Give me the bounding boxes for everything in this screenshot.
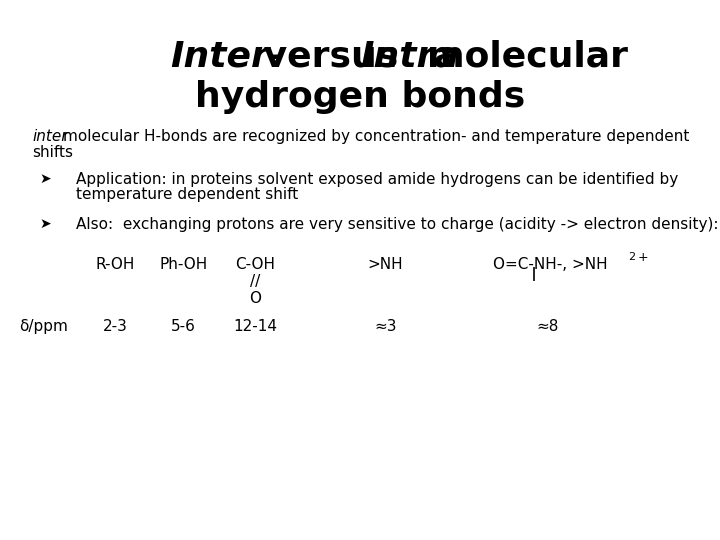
Text: ➤: ➤ <box>40 172 51 186</box>
Text: ≈8: ≈8 <box>536 319 559 334</box>
Text: hydrogen bonds: hydrogen bonds <box>195 80 525 114</box>
Text: δ/ppm: δ/ppm <box>19 319 68 334</box>
Text: >NH: >NH <box>367 257 403 272</box>
Text: C-OH: C-OH <box>235 257 276 272</box>
Text: molecular H-bonds are recognized by concentration- and temperature dependent: molecular H-bonds are recognized by conc… <box>63 129 689 144</box>
Text: Ph-OH: Ph-OH <box>159 257 208 272</box>
Text: ➤: ➤ <box>40 217 51 231</box>
Text: Also:  exchanging protons are very sensitive to charge (acidity -> electron dens: Also: exchanging protons are very sensit… <box>76 217 718 232</box>
Text: Intra: Intra <box>360 40 459 73</box>
Text: 2-3: 2-3 <box>103 319 127 334</box>
Text: inter: inter <box>32 129 68 144</box>
Text: molecular: molecular <box>427 40 629 73</box>
Text: O=C-NH-, >NH: O=C-NH-, >NH <box>493 257 608 272</box>
Text: shifts: shifts <box>32 145 73 160</box>
Text: 2: 2 <box>628 252 635 262</box>
Text: 12-14: 12-14 <box>233 319 278 334</box>
Text: versus: versus <box>251 40 411 73</box>
Text: ≈3: ≈3 <box>374 319 397 334</box>
Text: 5-6: 5-6 <box>171 319 196 334</box>
Text: +: + <box>637 251 648 264</box>
Text: R-OH: R-OH <box>96 257 135 272</box>
Text: temperature dependent shift: temperature dependent shift <box>76 187 298 202</box>
Text: Inter-: Inter- <box>171 40 284 73</box>
Text: Application: in proteins solvent exposed amide hydrogens can be identified by: Application: in proteins solvent exposed… <box>76 172 678 187</box>
Text: //: // <box>251 274 261 289</box>
Text: O: O <box>250 291 261 306</box>
